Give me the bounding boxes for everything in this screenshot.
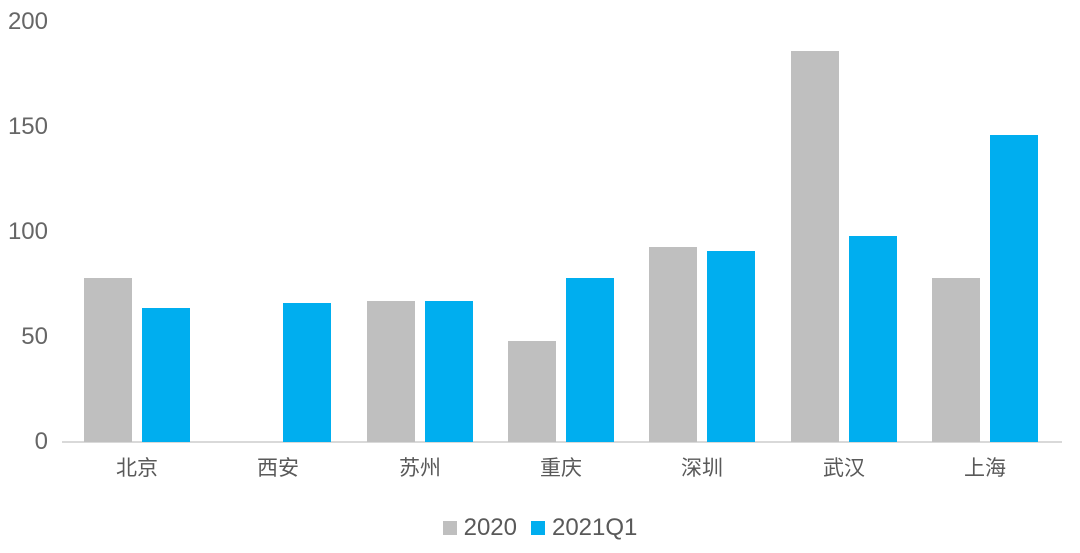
bar-2020-武汉 bbox=[791, 51, 839, 442]
bar-2020-北京 bbox=[84, 278, 132, 442]
bar-2021Q1-重庆 bbox=[566, 278, 614, 442]
legend-item-2021Q1: 2021Q1 bbox=[530, 514, 638, 542]
bar-2021Q1-北京 bbox=[142, 308, 190, 442]
x-tick-label-深圳: 深圳 bbox=[681, 457, 723, 480]
x-tick-label-重庆: 重庆 bbox=[540, 457, 582, 480]
x-tick-label-上海: 上海 bbox=[964, 457, 1006, 480]
x-tick-label-西安: 西安 bbox=[257, 457, 299, 480]
x-tick-label-北京: 北京 bbox=[116, 457, 158, 480]
y-tick-label: 200 bbox=[7, 8, 48, 35]
legend-swatch-icon bbox=[442, 521, 457, 535]
legend-item-2020: 2020 bbox=[442, 514, 517, 542]
x-axis-line bbox=[62, 441, 1062, 443]
bar-2021Q1-深圳 bbox=[707, 251, 755, 442]
bar-2021Q1-西安 bbox=[283, 303, 331, 442]
bar-2021Q1-上海 bbox=[990, 135, 1038, 442]
y-tick-label: 150 bbox=[7, 113, 48, 140]
y-tick-label: 0 bbox=[34, 428, 48, 455]
y-tick-label: 100 bbox=[7, 218, 48, 245]
legend-swatch-icon bbox=[530, 521, 545, 535]
y-tick-label: 50 bbox=[21, 323, 48, 350]
x-tick-label-苏州: 苏州 bbox=[399, 457, 441, 480]
bar-2020-苏州 bbox=[367, 301, 415, 442]
legend: 2020 2021Q1 bbox=[0, 514, 1080, 542]
bar-2020-上海 bbox=[932, 278, 980, 442]
legend-label: 2021Q1 bbox=[551, 514, 638, 541]
x-tick-label-武汉: 武汉 bbox=[823, 457, 865, 480]
bar-2020-重庆 bbox=[508, 341, 556, 442]
legend-label: 2020 bbox=[463, 514, 517, 541]
bar-2020-深圳 bbox=[649, 247, 697, 442]
bar-2021Q1-苏州 bbox=[425, 301, 473, 442]
bar-2021Q1-武汉 bbox=[849, 236, 897, 442]
